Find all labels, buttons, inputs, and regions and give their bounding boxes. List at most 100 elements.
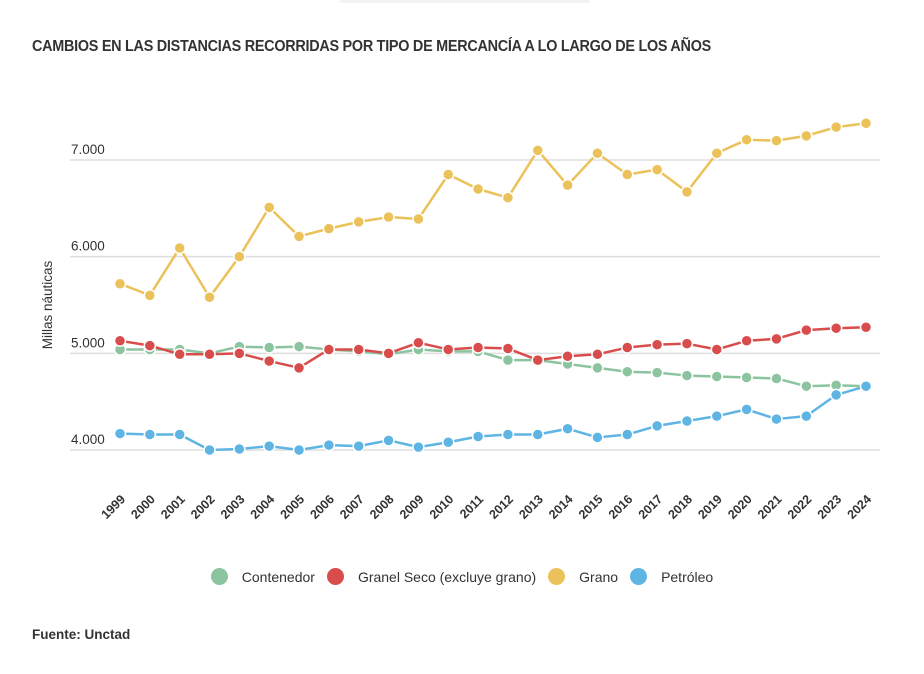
data-point[interactable] xyxy=(262,341,276,354)
data-point[interactable] xyxy=(262,439,276,453)
data-point[interactable] xyxy=(441,343,455,356)
data-point[interactable] xyxy=(740,133,753,146)
data-point[interactable] xyxy=(262,354,276,368)
x-axis-ticks: 1999 2000 2001 2002 2003 2004 2005 2006 2007 2008… xyxy=(99,492,875,522)
data-point[interactable] xyxy=(292,230,306,243)
data-point[interactable] xyxy=(591,146,604,160)
legend-item-granel-seco[interactable]: Granel Seco (excluye grano) xyxy=(326,568,537,585)
data-point[interactable] xyxy=(501,342,515,355)
data-point[interactable] xyxy=(650,163,664,176)
data-point[interactable] xyxy=(591,348,604,361)
data-point[interactable] xyxy=(710,146,724,160)
data-point[interactable] xyxy=(859,379,873,393)
data-point[interactable] xyxy=(680,369,694,382)
data-point[interactable] xyxy=(591,431,604,444)
data-point[interactable] xyxy=(561,422,574,435)
data-point[interactable] xyxy=(412,440,425,454)
legend-item-contenedor[interactable]: Contenedor xyxy=(210,568,315,585)
data-point[interactable] xyxy=(591,361,604,375)
data-point[interactable] xyxy=(173,428,186,441)
data-point[interactable] xyxy=(471,430,485,443)
data-point[interactable] xyxy=(829,321,843,335)
data-point[interactable] xyxy=(650,366,664,379)
data-point[interactable] xyxy=(740,334,753,348)
data-point[interactable] xyxy=(829,388,843,402)
legend-item-petroleo[interactable]: Petróleo xyxy=(630,568,713,585)
data-point[interactable] xyxy=(621,168,634,181)
data-point[interactable] xyxy=(829,120,843,134)
data-point[interactable] xyxy=(561,178,574,192)
data-point[interactable] xyxy=(203,348,216,361)
legend-label: Granel Seco (excluye grano) xyxy=(357,568,537,585)
data-point[interactable] xyxy=(740,371,753,384)
data-point[interactable] xyxy=(113,334,127,348)
data-point[interactable] xyxy=(292,361,306,375)
data-point[interactable] xyxy=(352,439,365,453)
data-point[interactable] xyxy=(680,414,694,428)
data-point[interactable] xyxy=(859,117,873,130)
x-tick-label: 2009 xyxy=(397,492,427,522)
data-point[interactable] xyxy=(143,428,157,441)
data-point[interactable] xyxy=(800,323,813,337)
data-point[interactable] xyxy=(710,343,724,356)
data-point[interactable] xyxy=(143,289,157,302)
data-point[interactable] xyxy=(233,347,246,360)
data-point[interactable] xyxy=(113,427,127,440)
data-point[interactable] xyxy=(412,336,425,349)
legend: Contenedor Granel Seco (excluye grano) G… xyxy=(0,568,924,585)
data-point[interactable] xyxy=(800,129,813,143)
data-point[interactable] xyxy=(621,365,634,378)
data-point[interactable] xyxy=(710,409,724,423)
data-point[interactable] xyxy=(382,434,395,447)
data-point[interactable] xyxy=(262,201,276,214)
data-point[interactable] xyxy=(621,428,634,441)
data-point[interactable] xyxy=(770,134,783,147)
x-tick-label: 2015 xyxy=(576,492,606,522)
data-point[interactable] xyxy=(740,403,753,416)
data-point[interactable] xyxy=(650,419,664,433)
data-point[interactable] xyxy=(650,338,664,351)
data-point[interactable] xyxy=(322,438,336,452)
data-point[interactable] xyxy=(173,348,186,361)
data-point[interactable] xyxy=(113,277,127,290)
data-point[interactable] xyxy=(531,428,545,441)
data-point[interactable] xyxy=(680,185,694,199)
data-point[interactable] xyxy=(441,436,455,449)
data-point[interactable] xyxy=(322,222,336,235)
data-point[interactable] xyxy=(471,341,485,354)
x-tick-label: 2019 xyxy=(695,492,725,522)
data-point[interactable] xyxy=(710,370,724,383)
data-point[interactable] xyxy=(680,337,694,350)
x-tick-label: 2014 xyxy=(546,492,576,522)
data-point[interactable] xyxy=(352,343,365,356)
data-point[interactable] xyxy=(292,443,306,457)
data-point[interactable] xyxy=(859,320,873,334)
data-point[interactable] xyxy=(770,412,783,426)
legend-item-grano[interactable]: Grano xyxy=(548,568,618,585)
data-point[interactable] xyxy=(173,241,186,255)
data-point[interactable] xyxy=(800,379,813,393)
data-point[interactable] xyxy=(412,212,425,226)
data-point[interactable] xyxy=(441,168,455,181)
data-point[interactable] xyxy=(501,428,515,441)
data-point[interactable] xyxy=(143,339,157,352)
data-point[interactable] xyxy=(770,372,783,385)
data-point[interactable] xyxy=(501,191,515,204)
data-point[interactable] xyxy=(203,291,216,304)
data-point[interactable] xyxy=(471,182,485,196)
data-point[interactable] xyxy=(203,443,216,457)
data-point[interactable] xyxy=(322,343,336,356)
data-point[interactable] xyxy=(621,341,634,354)
data-point[interactable] xyxy=(770,332,783,346)
data-point[interactable] xyxy=(233,442,246,456)
data-point[interactable] xyxy=(501,353,515,367)
data-point[interactable] xyxy=(233,250,246,263)
data-point[interactable] xyxy=(561,349,574,363)
data-point[interactable] xyxy=(352,215,365,229)
data-point[interactable] xyxy=(382,210,395,224)
data-point[interactable] xyxy=(800,409,813,423)
data-point[interactable] xyxy=(531,144,545,157)
data-point[interactable] xyxy=(292,340,306,353)
data-point[interactable] xyxy=(531,353,545,367)
data-point[interactable] xyxy=(382,347,395,360)
